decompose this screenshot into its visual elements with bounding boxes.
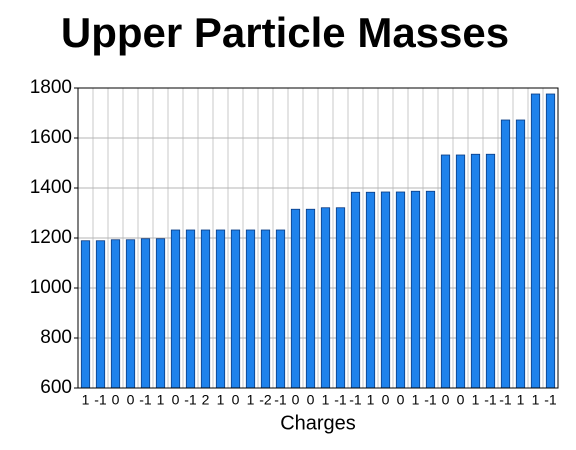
bar <box>305 208 316 389</box>
bar <box>200 229 211 389</box>
x-tick-label: 1 <box>217 392 225 408</box>
x-tick-label: 0 <box>307 392 315 408</box>
x-tick-label: 1 <box>517 392 525 408</box>
x-tick-label: 2 <box>202 392 210 408</box>
bar <box>155 238 166 389</box>
chart-title: Upper Particle Masses <box>61 9 509 56</box>
x-tick-label: 1 <box>472 392 480 408</box>
x-tick-label: 0 <box>127 392 135 408</box>
bar <box>440 154 451 389</box>
bar <box>80 240 91 389</box>
x-tick-label: 1 <box>247 392 255 408</box>
bar <box>395 191 406 389</box>
y-tick-label: 1000 <box>30 277 72 298</box>
bar <box>545 93 556 389</box>
bar <box>425 190 436 389</box>
bar <box>110 239 121 389</box>
y-tick-label: 600 <box>40 377 72 398</box>
bar <box>380 191 391 389</box>
x-tick-label: -1 <box>484 392 497 408</box>
x-tick-label: -1 <box>274 392 287 408</box>
y-tick-label: 1800 <box>30 77 72 98</box>
bar <box>185 229 196 389</box>
bar <box>170 229 181 389</box>
x-tick-label: -1 <box>349 392 362 408</box>
x-tick-label: -2 <box>259 392 272 408</box>
x-tick-label: -1 <box>499 392 512 408</box>
bar <box>410 190 421 389</box>
x-tick-label: -1 <box>139 392 152 408</box>
bar <box>245 229 256 389</box>
bar <box>455 154 466 389</box>
bar <box>215 229 226 389</box>
x-tick-label: -1 <box>544 392 557 408</box>
bar <box>125 239 136 389</box>
x-tick-label: -1 <box>334 392 347 408</box>
bar <box>530 93 541 389</box>
x-tick-label: 0 <box>397 392 405 408</box>
x-tick-label: 1 <box>157 392 165 408</box>
bar <box>95 240 106 389</box>
bar <box>335 207 346 389</box>
x-tick-label: 0 <box>292 392 300 408</box>
x-tick-label: 0 <box>112 392 120 408</box>
y-tick-label: 1200 <box>30 227 72 248</box>
x-tick-label: 1 <box>82 392 90 408</box>
bar <box>140 238 151 389</box>
x-tick-label: 0 <box>172 392 180 408</box>
x-tick-label: -1 <box>424 392 437 408</box>
plot-border <box>77 87 559 389</box>
bar <box>365 191 376 389</box>
x-tick-label: -1 <box>184 392 197 408</box>
bar <box>500 119 511 389</box>
bar <box>470 153 481 389</box>
x-tick-label: 0 <box>382 392 390 408</box>
x-tick-label: 0 <box>442 392 450 408</box>
bar <box>275 229 286 389</box>
x-axis-label: Charges <box>280 412 356 434</box>
x-tick-label: 1 <box>322 392 330 408</box>
bar <box>515 119 526 389</box>
y-tick-label: 800 <box>40 327 72 348</box>
x-tick-label: 1 <box>412 392 420 408</box>
x-tick-label: -1 <box>94 392 107 408</box>
y-tick-label: 1400 <box>30 177 72 198</box>
bar <box>320 207 331 389</box>
y-tick-label: 1600 <box>30 127 72 148</box>
x-tick-label: 0 <box>232 392 240 408</box>
bar <box>290 208 301 389</box>
x-tick-label: 0 <box>457 392 465 408</box>
bar <box>350 191 361 389</box>
x-tick-label: 1 <box>367 392 375 408</box>
bar <box>230 229 241 389</box>
bar <box>260 229 271 389</box>
bar <box>485 153 496 389</box>
x-tick-label: 1 <box>532 392 540 408</box>
